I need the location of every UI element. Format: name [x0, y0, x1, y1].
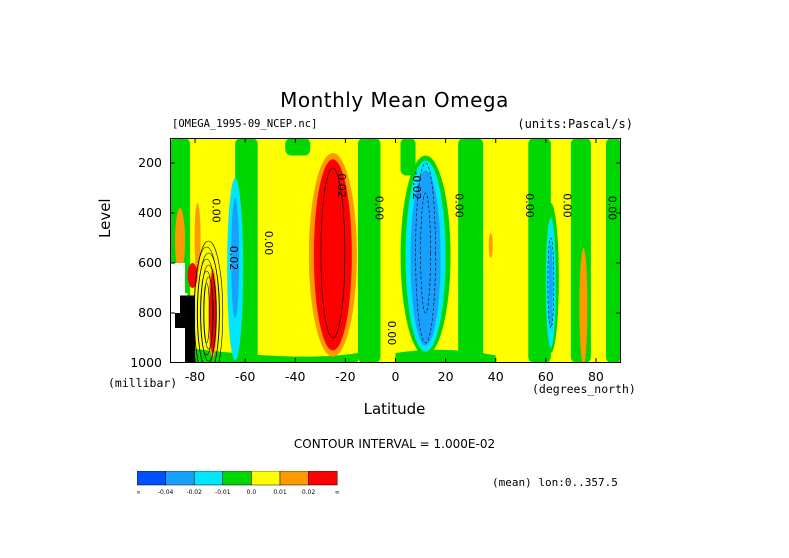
feature-orange: [579, 248, 588, 363]
x-axis-title: Latitude: [363, 400, 426, 418]
contour-label: 0.02: [227, 246, 240, 271]
colorbar-swatch: [251, 471, 281, 486]
terrain-black: [175, 313, 186, 328]
contour-line: [196, 258, 217, 363]
contour-line-dashed: [420, 192, 431, 314]
file-label: [OMEGA_1995-09_NCEP.nc]: [172, 118, 318, 130]
contour-label: 0.00: [605, 196, 618, 221]
contour-label: 0.00: [372, 196, 385, 221]
contour-line: [320, 167, 346, 339]
contour-label: 0.02: [335, 173, 348, 198]
terrain-black: [180, 295, 186, 313]
colorbar-swatch: [165, 471, 195, 486]
feature-orange-small: [488, 233, 493, 258]
colorbar-swatch: [308, 471, 338, 486]
colorbar-label: -0.01: [215, 489, 231, 496]
contour-plot: 0.00 0.02 0.00 0.02 0.00 -0.02 0.00 0.00 0.00 0.0…: [170, 138, 621, 363]
x-tick-label: 60: [537, 369, 554, 384]
contour-line: [200, 264, 217, 362]
contour-line-dashed: [415, 162, 436, 344]
field-band-green: [357, 138, 381, 363]
field-band-green: [458, 138, 484, 363]
mean-lon-label: (mean) lon:0..357.5: [492, 476, 618, 489]
contour-label: 0.00: [453, 193, 466, 218]
colorbar-swatch: [137, 471, 166, 486]
x-tick-label: 40: [487, 369, 504, 384]
feature-red: [187, 263, 198, 288]
x-tick-label: 80: [587, 369, 604, 384]
contour-line: [203, 276, 214, 350]
field-band-green: [170, 345, 358, 363]
contour-interval-label: CONTOUR INTERVAL = 1.000E-02: [293, 437, 496, 451]
field-band-green: [400, 138, 416, 176]
feature-orange: [194, 203, 201, 273]
colorbar-label: 0.01: [273, 489, 287, 496]
contour-label: -0.02: [410, 171, 423, 199]
field-band-green: [605, 138, 621, 363]
colorbar-label: ∞: [335, 489, 340, 496]
feature-orange: [175, 208, 186, 273]
contour-label: 0.00: [523, 193, 536, 218]
colorbar-swatch: [279, 471, 309, 486]
x-tick-label: -20: [335, 369, 356, 384]
colorbar-label: 0.02: [302, 489, 316, 496]
colorbar-swatch: [193, 471, 224, 486]
colorbar-label: -∞: [137, 489, 141, 496]
x-tick-label: -80: [184, 369, 206, 384]
colorbar: -∞ -0.04 -0.02 -0.01 0.0 0.01 0.02 ∞: [137, 471, 340, 496]
y-tick-label: 800: [138, 305, 162, 320]
colorbar-swatch: [222, 471, 252, 486]
x-tick-label: 0: [391, 369, 400, 384]
colorbar-label: -0.02: [186, 489, 202, 496]
y-tick-label: 400: [138, 205, 162, 220]
feature-blue-small: [548, 243, 553, 328]
y-tick-label: 1000: [130, 355, 162, 370]
chart-title: Monthly Mean Omega: [280, 88, 509, 112]
terrain-black: [185, 295, 196, 363]
y-tick-label: 600: [138, 255, 162, 270]
colorbar-label: 0.0: [247, 489, 257, 496]
contour-line-dashed: [547, 237, 555, 329]
feature-blue-small: [231, 198, 240, 318]
y-axis-unit: (millibar): [108, 376, 178, 390]
x-tick-label: 20: [437, 369, 454, 384]
feature-blue: [410, 170, 441, 346]
x-axis-unit: (degrees_north): [532, 382, 636, 396]
y-tick-label: 200: [138, 155, 162, 170]
x-tick-label: -60: [234, 369, 256, 384]
contour-label: 0.00: [262, 231, 275, 256]
contour-line: [200, 270, 214, 356]
contour-label: 0.00: [385, 321, 398, 346]
contour-line: [197, 252, 220, 363]
field-band-green: [285, 138, 311, 156]
units-label: (units:Pascal/s): [517, 117, 633, 131]
contour-line: [203, 282, 210, 344]
contour-label: 0.00: [560, 193, 573, 218]
contour-label: 0.00: [210, 198, 223, 223]
colorbar-label: -0.04: [158, 489, 174, 496]
x-tick-label: -40: [285, 369, 306, 384]
y-axis-title: Level: [96, 198, 114, 238]
